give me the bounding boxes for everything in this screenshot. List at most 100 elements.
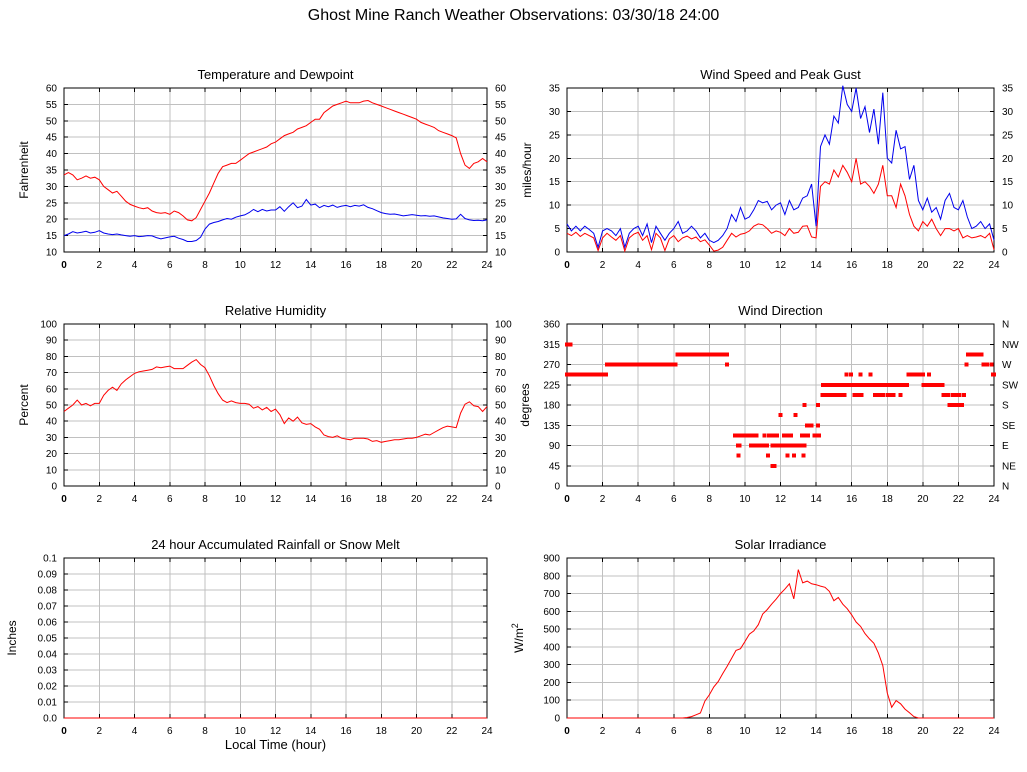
y-tick-label: 5 xyxy=(554,224,560,235)
y-tick-label-right: 35 xyxy=(1002,84,1014,95)
direction-point xyxy=(946,392,951,397)
direction-point xyxy=(762,443,767,448)
compass-label: N xyxy=(1002,320,1009,331)
x-tick-label: 4 xyxy=(132,726,138,737)
x-tick-label: 20 xyxy=(411,726,423,737)
y-tick-label: 360 xyxy=(543,320,560,331)
y-tick-label: 25 xyxy=(549,130,561,141)
x-tick-label: 8 xyxy=(707,260,713,271)
y-tick-label-right: 70 xyxy=(495,368,507,379)
direction-point xyxy=(765,443,770,448)
compass-label: NW xyxy=(1002,340,1019,351)
direction-point xyxy=(887,392,892,397)
y-tick-label: 80 xyxy=(46,352,58,363)
y-tick-label-right: 90 xyxy=(495,336,507,347)
direction-point xyxy=(981,362,986,367)
x-tick-label: 0 xyxy=(61,494,67,505)
direction-point xyxy=(961,392,966,397)
x-tick-label: 4 xyxy=(132,260,138,271)
direction-point xyxy=(953,392,958,397)
x-tick-label: 16 xyxy=(846,494,858,505)
y-tick-label: 0.07 xyxy=(38,602,58,613)
y-tick-label: 60 xyxy=(46,84,58,95)
x-tick-label: 12 xyxy=(270,726,282,737)
direction-point xyxy=(794,443,799,448)
direction-point xyxy=(852,392,857,397)
y-tick-label: 60 xyxy=(46,384,58,395)
chart-title: Relative Humidity xyxy=(225,303,327,318)
y-tick-label-right: 0 xyxy=(495,482,501,493)
x-tick-label: 8 xyxy=(707,726,713,737)
x-tick-label: 2 xyxy=(96,260,102,271)
x-tick-label: 2 xyxy=(600,260,606,271)
x-tick-label: 24 xyxy=(481,494,493,505)
y-tick-label: 270 xyxy=(543,360,560,371)
y-tick-label: 20 xyxy=(46,215,58,226)
direction-band xyxy=(851,382,891,387)
y-axis-label: Fahrenheit xyxy=(17,141,31,199)
y-tick-label: 100 xyxy=(40,320,57,331)
x-tick-label: 16 xyxy=(340,494,352,505)
direction-band xyxy=(934,382,945,387)
x-tick-label: 10 xyxy=(739,260,751,271)
direction-point xyxy=(799,433,804,438)
direction-point xyxy=(736,453,741,458)
direction-point xyxy=(801,453,806,458)
x-tick-label: 14 xyxy=(811,494,823,505)
y-tick-label: 135 xyxy=(543,421,560,432)
x-tick-label: 12 xyxy=(775,260,787,271)
x-tick-label: 12 xyxy=(775,494,787,505)
x-tick-label: 4 xyxy=(635,260,641,271)
series-solar xyxy=(567,569,994,719)
y-tick-label: 45 xyxy=(46,133,58,144)
x-tick-label: 24 xyxy=(481,260,493,271)
wind-direction-chart: 0 2 4 6 8 10 12 14 16 18 20 22 240459013518022527031… xyxy=(518,303,1019,505)
y-tick-label-right: 60 xyxy=(495,84,507,95)
x-tick-label: 22 xyxy=(446,494,458,505)
y-tick-label: 45 xyxy=(549,461,561,472)
x-tick-label: 18 xyxy=(882,726,894,737)
direction-point xyxy=(989,362,994,367)
compass-label: E xyxy=(1002,441,1009,452)
x-tick-label: 12 xyxy=(270,260,282,271)
y-tick-label: 0.01 xyxy=(38,698,58,709)
direction-point xyxy=(725,362,730,367)
x-tick-label: 24 xyxy=(988,260,1000,271)
x-tick-label: 22 xyxy=(446,260,458,271)
y-tick-label: 225 xyxy=(543,380,560,391)
x-tick-label: 16 xyxy=(846,260,858,271)
direction-point xyxy=(806,433,811,438)
direction-point xyxy=(875,392,880,397)
x-tick-label: 22 xyxy=(953,260,965,271)
y-tick-label-right: 10 xyxy=(495,248,507,259)
y-tick-label: 90 xyxy=(46,336,58,347)
direction-point xyxy=(957,392,962,397)
direction-band xyxy=(821,382,854,387)
y-tick-label: 20 xyxy=(46,449,58,460)
x-tick-label: 6 xyxy=(671,726,677,737)
y-tick-label: 50 xyxy=(46,116,58,127)
y-tick-label-right: 35 xyxy=(495,166,507,177)
direction-point xyxy=(855,392,860,397)
x-tick-label: 14 xyxy=(811,726,823,737)
direction-point xyxy=(951,392,956,397)
y-tick-label: 15 xyxy=(46,231,58,242)
y-axis-label: degrees xyxy=(518,383,532,426)
direction-point xyxy=(927,372,932,377)
direction-point xyxy=(964,362,969,367)
y-tick-label: 700 xyxy=(543,589,560,600)
series-dewpoint xyxy=(63,198,488,242)
x-tick-label: 18 xyxy=(376,726,388,737)
y-tick-label-right: 20 xyxy=(495,449,507,460)
x-tick-label: 4 xyxy=(635,494,641,505)
compass-label: S xyxy=(1002,401,1009,412)
y-axis-label: miles/hour xyxy=(520,142,534,197)
y-tick-label: 300 xyxy=(543,660,560,671)
x-tick-label: 4 xyxy=(635,726,641,737)
compass-label: N xyxy=(1002,482,1009,493)
x-tick-label: 20 xyxy=(411,494,423,505)
direction-point xyxy=(943,392,948,397)
y-tick-label-right: 30 xyxy=(495,433,507,444)
